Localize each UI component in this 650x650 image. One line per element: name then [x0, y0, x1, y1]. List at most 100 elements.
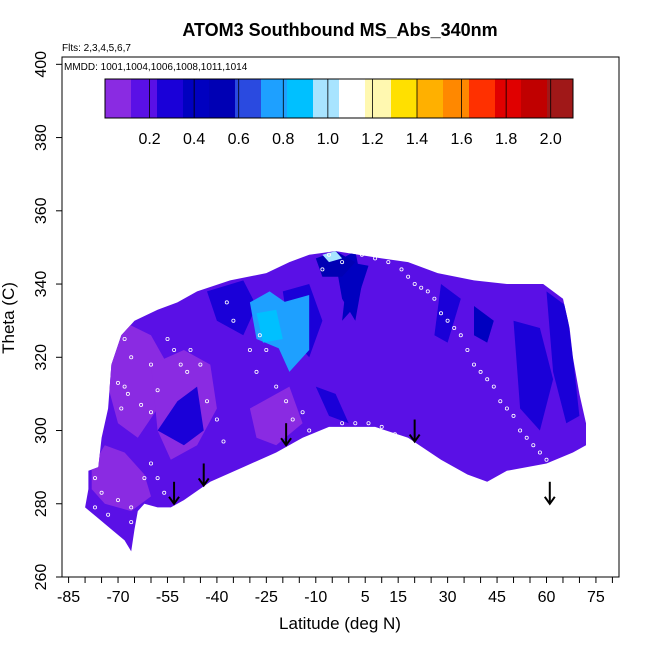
colorbar-cell-4: [209, 79, 236, 118]
observation-point: [471, 362, 476, 367]
colorbar-tick-label-3: 0.8: [272, 131, 294, 148]
observation-point: [231, 318, 236, 323]
observation-point: [119, 406, 124, 411]
observation-point: [399, 267, 404, 272]
observation-point: [148, 410, 153, 415]
observation-point: [478, 369, 483, 374]
chart-title: ATOM3 Southbound MS_Abs_340nm: [182, 20, 497, 40]
observation-point: [458, 333, 463, 338]
observation-point: [198, 362, 203, 367]
observation-point: [247, 347, 252, 352]
x-tick-label: 75: [587, 589, 605, 606]
observation-point: [333, 428, 338, 433]
x-tick-label: -85: [57, 589, 80, 606]
x-tick-label: 5: [361, 589, 370, 606]
observation-point: [106, 512, 111, 517]
colorbar-tick-label-4: 1.0: [317, 131, 339, 148]
observation-point: [432, 296, 437, 301]
y-axis: 260 280 300 320 340 360 380 400: [33, 51, 63, 591]
observation-point: [254, 369, 259, 374]
y-tick-label: 360: [33, 197, 50, 224]
observation-point: [438, 311, 443, 316]
observation-point: [148, 461, 153, 466]
observation-point: [531, 443, 536, 448]
observation-point: [300, 410, 305, 415]
observation-point: [419, 285, 424, 290]
colorbar-cell-8: [313, 79, 340, 118]
y-tick-label: 320: [33, 344, 50, 371]
observation-point: [165, 336, 170, 341]
observation-point: [557, 472, 562, 477]
observation-point: [373, 256, 378, 261]
y-tick-label: 260: [33, 564, 50, 591]
observation-point: [204, 399, 209, 404]
colorbar-cell-16: [521, 79, 548, 118]
observation-point: [172, 347, 177, 352]
colorbar-cell-14: [469, 79, 496, 118]
observation-point: [320, 267, 325, 272]
flight-arrow-2: [280, 423, 292, 447]
colorbar-tick-label-0: 0.2: [138, 131, 160, 148]
observation-point: [122, 336, 127, 341]
x-tick-label: 30: [439, 589, 457, 606]
x-tick-label: -55: [156, 589, 179, 606]
observation-point: [353, 421, 358, 426]
observation-point: [125, 391, 130, 396]
flights-note: Flts: 2,3,4,5,6,7: [62, 43, 131, 54]
colorbar-cell-17: [547, 79, 574, 118]
x-tick-label: -40: [205, 589, 228, 606]
observation-point: [445, 318, 450, 323]
colorbar-cell-1: [131, 79, 158, 118]
observation-point: [570, 487, 575, 492]
observation-point: [537, 450, 542, 455]
observation-point: [264, 347, 269, 352]
observation-point: [162, 490, 167, 495]
observation-point: [148, 362, 153, 367]
field-patch-4: [207, 280, 257, 336]
x-axis-label: Latitude (deg N): [279, 614, 401, 633]
observation-point: [524, 435, 529, 440]
x-axis: -85 -70 -55 -40 -25 -10 5 15 30 45 60 75: [57, 576, 613, 606]
x-tick-label: -10: [304, 589, 327, 606]
x-tick-label: 15: [389, 589, 407, 606]
observation-point: [544, 457, 549, 462]
colorbar-cell-0: [105, 79, 132, 118]
flight-arrows: [168, 419, 556, 506]
colorbar-frame: [104, 78, 574, 119]
field-patch-10: [513, 320, 554, 431]
colorbar-tick-label-5: 1.2: [361, 131, 383, 148]
observation-point: [386, 260, 391, 265]
x-tick-label: 45: [488, 589, 506, 606]
observation-point: [577, 494, 582, 499]
observation-point: [214, 417, 219, 422]
observation-point: [313, 439, 318, 444]
observation-point: [116, 498, 121, 503]
observation-points: [93, 249, 582, 525]
flight-arrow-1: [197, 463, 210, 488]
colorbar-tick-label-8: 1.8: [495, 131, 517, 148]
observation-point: [116, 380, 121, 385]
field-patch-13: [276, 295, 310, 372]
colorbar-cell-9: [339, 79, 366, 118]
observation-point: [485, 377, 490, 382]
observation-point: [392, 432, 397, 437]
observation-point: [511, 413, 516, 418]
observation-point: [551, 465, 556, 470]
colorbar-cell-10: [365, 79, 392, 118]
field-patch-8: [434, 284, 461, 343]
flight-arrow-4: [543, 481, 556, 506]
observation-point: [307, 428, 312, 433]
observation-point: [452, 325, 457, 330]
flight-arrow-0: [168, 481, 180, 506]
field-patch-9: [474, 306, 494, 343]
observation-point: [340, 260, 345, 265]
colorbar-cell-3: [183, 79, 210, 118]
observation-point: [257, 333, 262, 338]
observation-point: [129, 505, 134, 510]
colorbar-cell-5: [235, 79, 262, 118]
x-tick-label: 60: [538, 589, 556, 606]
field-patch-3: [157, 386, 204, 446]
observation-point: [284, 399, 289, 404]
observation-point: [188, 347, 193, 352]
